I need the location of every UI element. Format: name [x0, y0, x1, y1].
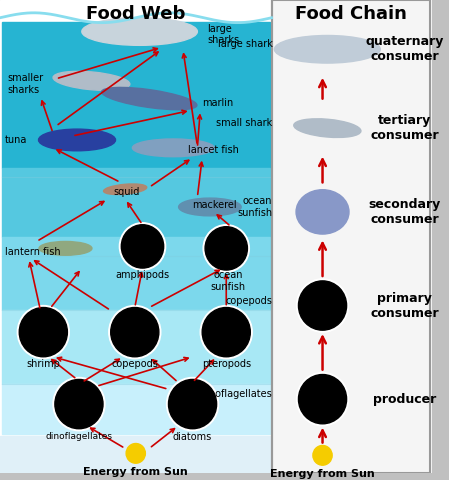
- Circle shape: [19, 308, 67, 357]
- Ellipse shape: [294, 119, 361, 137]
- Circle shape: [203, 225, 249, 272]
- Circle shape: [55, 380, 103, 429]
- Text: dinoflagellates: dinoflagellates: [45, 432, 112, 441]
- Ellipse shape: [53, 72, 130, 90]
- Circle shape: [296, 372, 348, 426]
- Ellipse shape: [39, 129, 115, 151]
- Text: copepods: copepods: [225, 296, 273, 306]
- Circle shape: [205, 227, 247, 270]
- Text: diatoms: diatoms: [173, 432, 212, 442]
- Text: tertiary
consumer: tertiary consumer: [370, 114, 439, 142]
- Ellipse shape: [296, 190, 349, 234]
- Circle shape: [109, 306, 161, 359]
- Text: quaternary
consumer: quaternary consumer: [365, 35, 444, 63]
- Ellipse shape: [82, 18, 198, 45]
- Text: large
sharks: large sharks: [207, 24, 239, 45]
- Circle shape: [200, 306, 252, 359]
- Text: large shark: large shark: [218, 39, 273, 49]
- Bar: [2, 237, 269, 311]
- Circle shape: [299, 374, 347, 424]
- Bar: [2, 168, 269, 237]
- Circle shape: [168, 380, 216, 429]
- Text: Energy from Sun: Energy from Sun: [84, 467, 188, 477]
- Text: mackerel: mackerel: [193, 200, 237, 210]
- Circle shape: [119, 223, 166, 270]
- Text: smaller
sharks: smaller sharks: [8, 73, 44, 95]
- Bar: [2, 22, 269, 168]
- Bar: [2, 311, 269, 384]
- Text: amphipods: amphipods: [115, 270, 170, 280]
- Circle shape: [202, 308, 251, 357]
- Bar: [272, 0, 432, 473]
- Text: copepods: copepods: [111, 359, 158, 369]
- Text: ocean
sunfish: ocean sunfish: [211, 270, 246, 292]
- Text: lantern fish: lantern fish: [5, 247, 61, 257]
- Ellipse shape: [39, 241, 92, 255]
- Text: shrimp: shrimp: [26, 359, 60, 369]
- Text: pteropods: pteropods: [202, 359, 251, 369]
- Text: producer: producer: [373, 393, 436, 406]
- Circle shape: [111, 308, 159, 357]
- Text: marlin: marlin: [202, 98, 233, 108]
- Text: secondary
consumer: secondary consumer: [368, 198, 440, 226]
- Text: ocean
sunfish: ocean sunfish: [238, 196, 273, 218]
- Circle shape: [299, 281, 347, 330]
- Circle shape: [18, 306, 69, 359]
- Bar: [0, 436, 272, 473]
- Ellipse shape: [101, 87, 197, 110]
- Circle shape: [53, 377, 105, 431]
- Circle shape: [126, 444, 145, 463]
- Text: Food Web: Food Web: [86, 5, 185, 23]
- Text: lancet fish: lancet fish: [188, 145, 238, 155]
- Circle shape: [313, 445, 332, 465]
- Ellipse shape: [104, 184, 147, 194]
- Circle shape: [121, 225, 164, 268]
- Ellipse shape: [179, 198, 241, 216]
- Text: Food Chain: Food Chain: [295, 5, 407, 23]
- Text: tuna: tuna: [5, 135, 27, 145]
- Text: small shark: small shark: [216, 118, 273, 128]
- Circle shape: [167, 377, 219, 431]
- Bar: [0, 0, 272, 436]
- Text: dinoflagellates: dinoflagellates: [201, 389, 273, 399]
- Text: squid: squid: [114, 187, 140, 197]
- Text: Energy from Sun: Energy from Sun: [270, 469, 375, 479]
- Text: primary
consumer: primary consumer: [370, 291, 439, 320]
- Bar: [2, 384, 269, 433]
- Bar: [272, 0, 430, 473]
- Ellipse shape: [274, 36, 380, 63]
- Circle shape: [296, 279, 348, 332]
- Ellipse shape: [132, 139, 214, 156]
